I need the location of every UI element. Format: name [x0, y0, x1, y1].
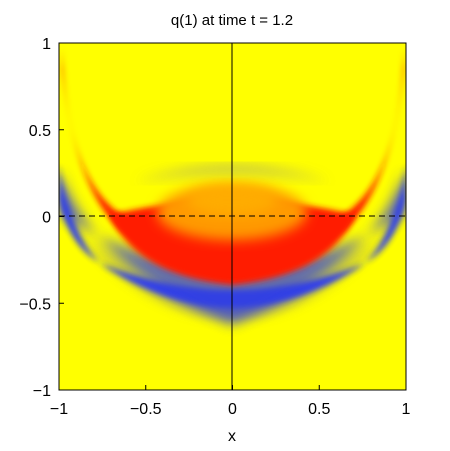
x-tick-label: −0.5: [130, 401, 162, 418]
x-axis: −1 −0.5 0 0.5 1: [50, 385, 411, 418]
x-tick-label: 1: [402, 401, 411, 418]
x-tick-label: 0.5: [308, 401, 330, 418]
y-axis: −1 −0.5 0 0.5 1: [19, 36, 64, 400]
x-axis-label: x: [228, 428, 236, 445]
y-tick-label: 0: [42, 210, 51, 227]
chart-title: q(1) at time t = 1.2: [171, 12, 293, 29]
y-tick-label: −0.5: [19, 296, 51, 313]
y-tick-label: 0.5: [29, 123, 51, 140]
plot-area: [59, 43, 406, 390]
y-tick-label: −1: [33, 383, 51, 400]
gray-halo: [80, 235, 385, 318]
y-tick-label: 1: [42, 36, 51, 53]
x-tick-label: −1: [50, 401, 68, 418]
x-tick-label: 0: [228, 401, 237, 418]
